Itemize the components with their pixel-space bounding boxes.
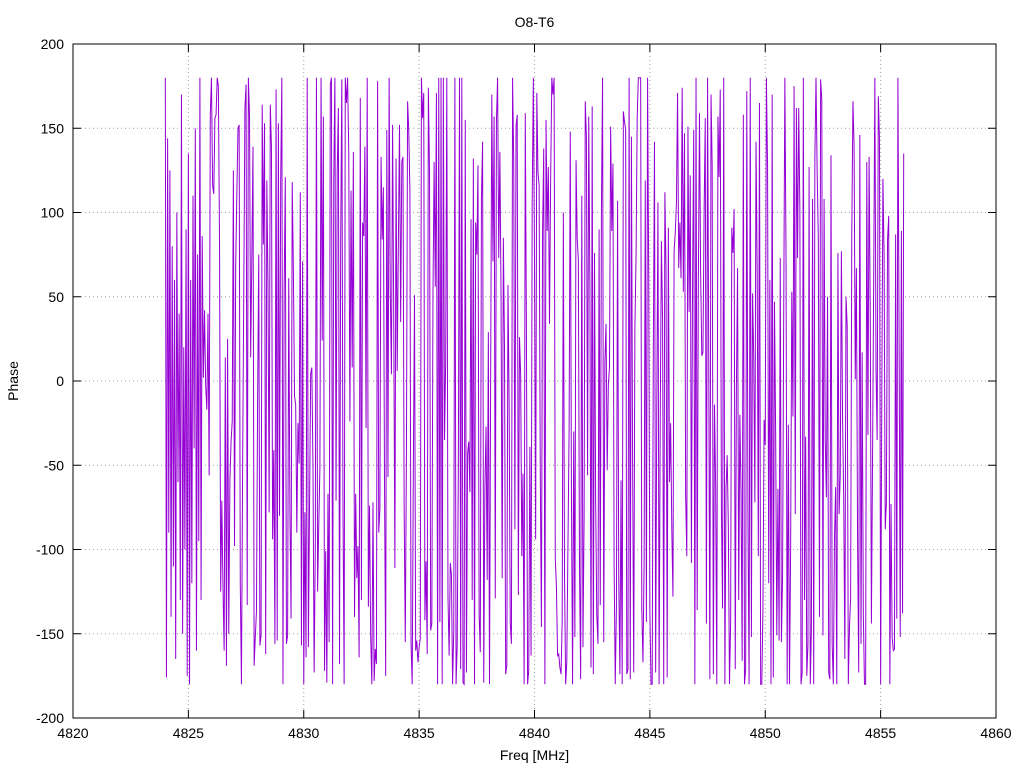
x-tick-label: 4835 xyxy=(404,725,435,741)
y-tick-label: -50 xyxy=(44,457,64,473)
x-tick-label: 4855 xyxy=(865,725,896,741)
y-tick-label: 100 xyxy=(41,205,65,221)
x-tick-label: 4845 xyxy=(634,725,665,741)
tick-layer: -200 -150 -100 -50 0 50 100 150 200 4820 4825 4830 4… xyxy=(36,36,1012,741)
y-tick-label: 0 xyxy=(56,373,64,389)
chart-title: O8-T6 xyxy=(515,14,555,30)
phase-series-line xyxy=(164,77,905,686)
x-tick-label: 4850 xyxy=(750,725,781,741)
y-tick-label: -100 xyxy=(36,542,64,558)
y-tick-label: -150 xyxy=(36,626,64,642)
x-tick-label: 4820 xyxy=(57,725,88,741)
y-tick-label: 150 xyxy=(41,120,65,136)
x-tick-label: 4830 xyxy=(288,725,319,741)
x-axis-label: Freq [MHz] xyxy=(500,747,569,763)
x-tick-label: 4825 xyxy=(173,725,204,741)
x-tick-label: 4840 xyxy=(519,725,550,741)
y-tick-label: 50 xyxy=(48,289,64,305)
x-tick-label: 4860 xyxy=(980,725,1011,741)
y-axis-label: Phase xyxy=(5,361,21,401)
y-tick-label: 200 xyxy=(41,36,65,52)
series-layer xyxy=(164,77,905,686)
y-tick-label: -200 xyxy=(36,710,64,726)
